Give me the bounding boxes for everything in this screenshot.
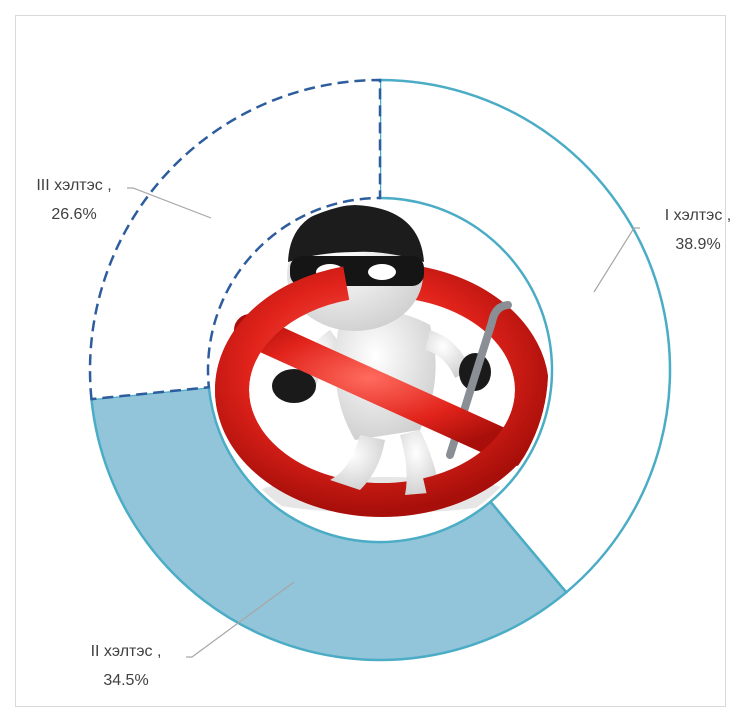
data-label-ii-name: II хэлтэс , — [91, 643, 162, 660]
data-labels: I хэлтэс , 38.9% II хэлтэс , 34.5% III х… — [36, 177, 731, 689]
data-label-i-name: I хэлтэс , — [665, 207, 731, 224]
leader-line-iii — [127, 187, 212, 219]
leader-line-i — [593, 227, 640, 293]
data-label-i-value: 38.9% — [675, 236, 720, 253]
slice-i-department — [378, 78, 672, 595]
leader-lines — [127, 187, 640, 658]
burglar-prohibited-icon — [212, 202, 548, 538]
data-label-iii-value: 26.6% — [51, 206, 96, 223]
data-label-iii-name: III хэлтэс , — [36, 177, 111, 194]
data-label-ii-value: 34.5% — [103, 672, 148, 689]
donut-slices — [88, 78, 672, 662]
slice-iii-department — [88, 78, 382, 401]
slice-ii-department — [90, 385, 569, 662]
leader-line-ii — [186, 581, 295, 658]
